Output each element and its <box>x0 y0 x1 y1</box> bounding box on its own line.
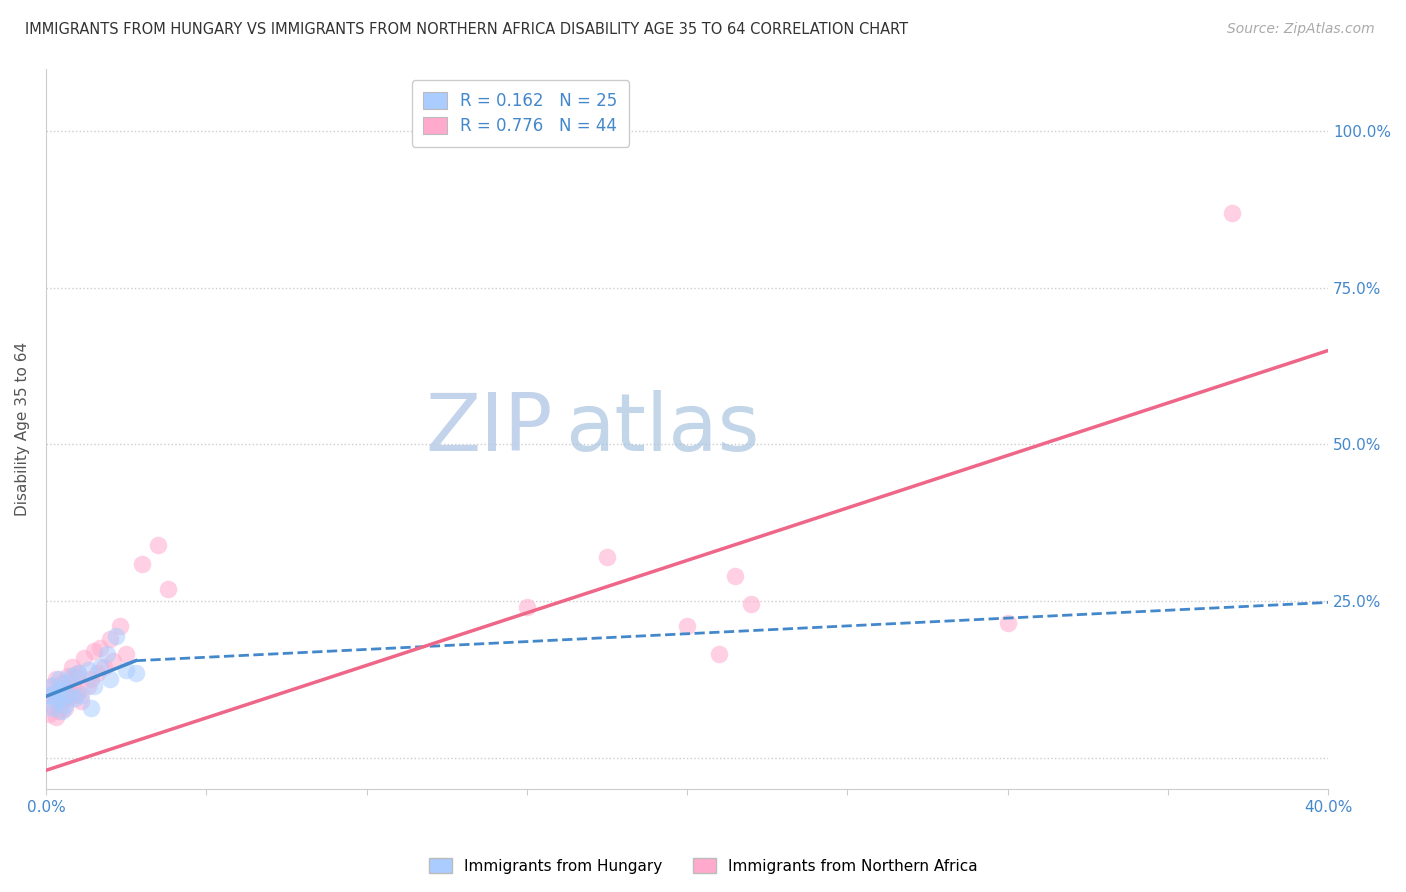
Point <box>48 681 70 696</box>
Point <box>125 666 148 681</box>
Point <box>51 681 73 696</box>
Point <box>80 673 103 687</box>
Point <box>45 710 67 724</box>
Point <box>41 700 63 714</box>
Point <box>596 550 619 565</box>
Point <box>60 679 83 693</box>
Point <box>53 685 76 699</box>
Text: Source: ZipAtlas.com: Source: ZipAtlas.com <box>1227 22 1375 37</box>
Point <box>146 538 169 552</box>
Point <box>51 675 73 690</box>
Point <box>53 698 76 712</box>
Point <box>66 666 89 681</box>
Point <box>115 663 138 677</box>
Point <box>51 694 73 708</box>
Point <box>70 688 93 702</box>
Point <box>76 663 98 677</box>
Point <box>63 691 86 706</box>
Point <box>45 691 67 706</box>
Point <box>48 691 70 706</box>
Point <box>105 629 128 643</box>
Point <box>60 660 83 674</box>
Point <box>115 648 138 662</box>
Point <box>516 600 538 615</box>
Point <box>997 616 1019 631</box>
Point <box>53 700 76 714</box>
Point <box>53 675 76 690</box>
Point <box>676 619 699 633</box>
Point <box>89 660 111 674</box>
Point <box>76 679 98 693</box>
Point <box>58 669 80 683</box>
Point <box>80 700 103 714</box>
Point <box>103 654 125 668</box>
Point <box>93 660 115 674</box>
Point <box>98 632 121 646</box>
Y-axis label: Disability Age 35 to 64: Disability Age 35 to 64 <box>15 342 30 516</box>
Point <box>66 685 89 699</box>
Point <box>38 688 60 702</box>
Point <box>41 698 63 712</box>
Point <box>63 669 86 683</box>
Point <box>740 597 762 611</box>
Point <box>66 666 89 681</box>
Point <box>86 666 108 681</box>
Point <box>45 685 67 699</box>
Text: ZIP: ZIP <box>425 390 553 467</box>
Point <box>96 648 118 662</box>
Point <box>48 673 70 687</box>
Point <box>70 694 93 708</box>
Point <box>38 706 60 721</box>
Point <box>73 650 96 665</box>
Point <box>60 669 83 683</box>
Point <box>41 679 63 693</box>
Text: IMMIGRANTS FROM HUNGARY VS IMMIGRANTS FROM NORTHERN AFRICA DISABILITY AGE 35 TO : IMMIGRANTS FROM HUNGARY VS IMMIGRANTS FR… <box>25 22 908 37</box>
Point <box>41 679 63 693</box>
Point <box>58 691 80 706</box>
Point <box>51 704 73 718</box>
Point <box>83 679 105 693</box>
Point <box>83 644 105 658</box>
Point <box>156 582 179 596</box>
Point <box>724 569 747 583</box>
Point <box>63 688 86 702</box>
Legend: R = 0.162   N = 25, R = 0.776   N = 44: R = 0.162 N = 25, R = 0.776 N = 44 <box>412 80 628 147</box>
Point <box>48 704 70 718</box>
Point <box>108 619 131 633</box>
Point <box>38 688 60 702</box>
Legend: Immigrants from Hungary, Immigrants from Northern Africa: Immigrants from Hungary, Immigrants from… <box>423 852 983 880</box>
Point <box>131 557 153 571</box>
Point <box>89 641 111 656</box>
Point <box>707 648 730 662</box>
Text: atlas: atlas <box>565 390 759 467</box>
Point <box>98 673 121 687</box>
Point <box>58 688 80 702</box>
Point <box>45 673 67 687</box>
Point <box>1220 205 1243 219</box>
Point <box>45 694 67 708</box>
